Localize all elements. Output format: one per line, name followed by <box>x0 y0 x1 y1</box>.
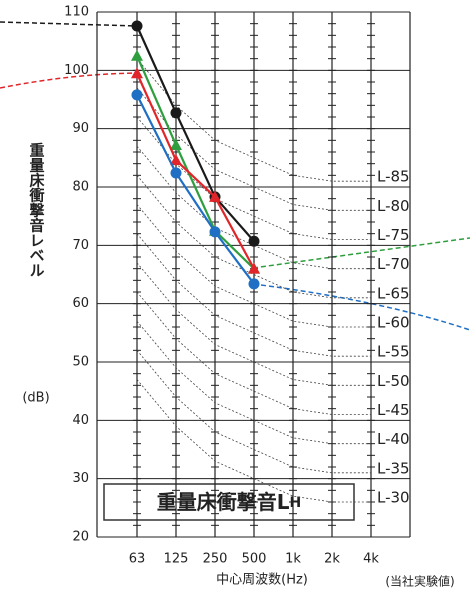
reference-label: L-40 <box>377 430 410 448</box>
leader-line <box>0 72 138 89</box>
y-tick-label: 90 <box>72 121 89 136</box>
reference-label: L-65 <box>377 284 410 302</box>
marker <box>131 20 143 32</box>
x-tick-label: 500 <box>242 552 267 567</box>
reference-label: L-80 <box>377 197 410 215</box>
annotation-sub: H <box>290 495 302 511</box>
x-axis-label: 中心周波数(Hz) <box>216 573 308 588</box>
series-line <box>135 55 255 270</box>
reference-curve <box>136 204 371 328</box>
y-tick-label: 70 <box>72 238 89 253</box>
marker <box>170 139 182 150</box>
reference-label: L-30 <box>377 489 410 507</box>
reference-curve <box>136 379 371 503</box>
y-axis-label-text: 重量床衝撃音レベル <box>28 142 46 278</box>
reference-curve <box>136 291 371 415</box>
marker <box>248 235 260 247</box>
marker <box>170 154 182 166</box>
reference-label: L-60 <box>377 314 410 332</box>
y-tick-label: 30 <box>72 471 89 486</box>
marker <box>131 49 143 61</box>
y-tick-label: 80 <box>72 180 89 195</box>
reference-curve <box>136 87 371 211</box>
marker <box>248 262 260 274</box>
y-tick-label: 100 <box>64 63 89 78</box>
reference-curve <box>136 175 371 299</box>
reference-curve <box>136 145 371 270</box>
leader-line <box>252 283 470 331</box>
reference-label: L-50 <box>377 372 410 390</box>
x-tick-label: 63 <box>129 552 146 567</box>
marker <box>209 226 221 238</box>
series-line <box>136 94 255 285</box>
marker <box>170 107 182 119</box>
y-tick-label: 40 <box>72 413 89 428</box>
annotation-box <box>103 483 355 521</box>
marker <box>170 167 182 179</box>
x-tick-label: 1k <box>285 552 301 567</box>
x-tick-label: 250 <box>203 552 228 567</box>
reference-label: L-35 <box>377 459 410 477</box>
y-axis-label: 重量床衝撃音レベル <box>28 142 46 278</box>
y-tick-label: 20 <box>72 530 89 545</box>
x-tick-label: 2k <box>324 552 340 567</box>
x-tick-label: 4k <box>363 552 379 567</box>
reference-curve <box>136 350 371 474</box>
reference-curve <box>136 262 371 386</box>
marker <box>131 67 143 79</box>
reference-curve <box>136 320 371 445</box>
reference-label: L-55 <box>377 343 410 361</box>
note: (当社実験値) <box>385 574 454 589</box>
reference-curve <box>136 58 371 182</box>
marker <box>131 89 143 101</box>
reference-label: L-70 <box>377 255 410 273</box>
reference-curve <box>136 233 371 357</box>
y-tick-label: 50 <box>72 355 89 370</box>
reference-label: L-85 <box>377 168 410 186</box>
x-tick-label: 125 <box>164 552 189 567</box>
reference-label: L-45 <box>377 401 410 419</box>
marker <box>209 190 221 202</box>
y-tick-label: 110 <box>64 5 89 20</box>
y-tick-label: 60 <box>72 296 89 311</box>
marker <box>248 278 260 290</box>
y-unit: (dB) <box>22 391 49 406</box>
reference-label: L-75 <box>377 226 410 244</box>
leader-line <box>252 237 470 269</box>
series-line <box>135 25 255 242</box>
series-line <box>135 72 255 270</box>
leader-line <box>0 21 138 27</box>
